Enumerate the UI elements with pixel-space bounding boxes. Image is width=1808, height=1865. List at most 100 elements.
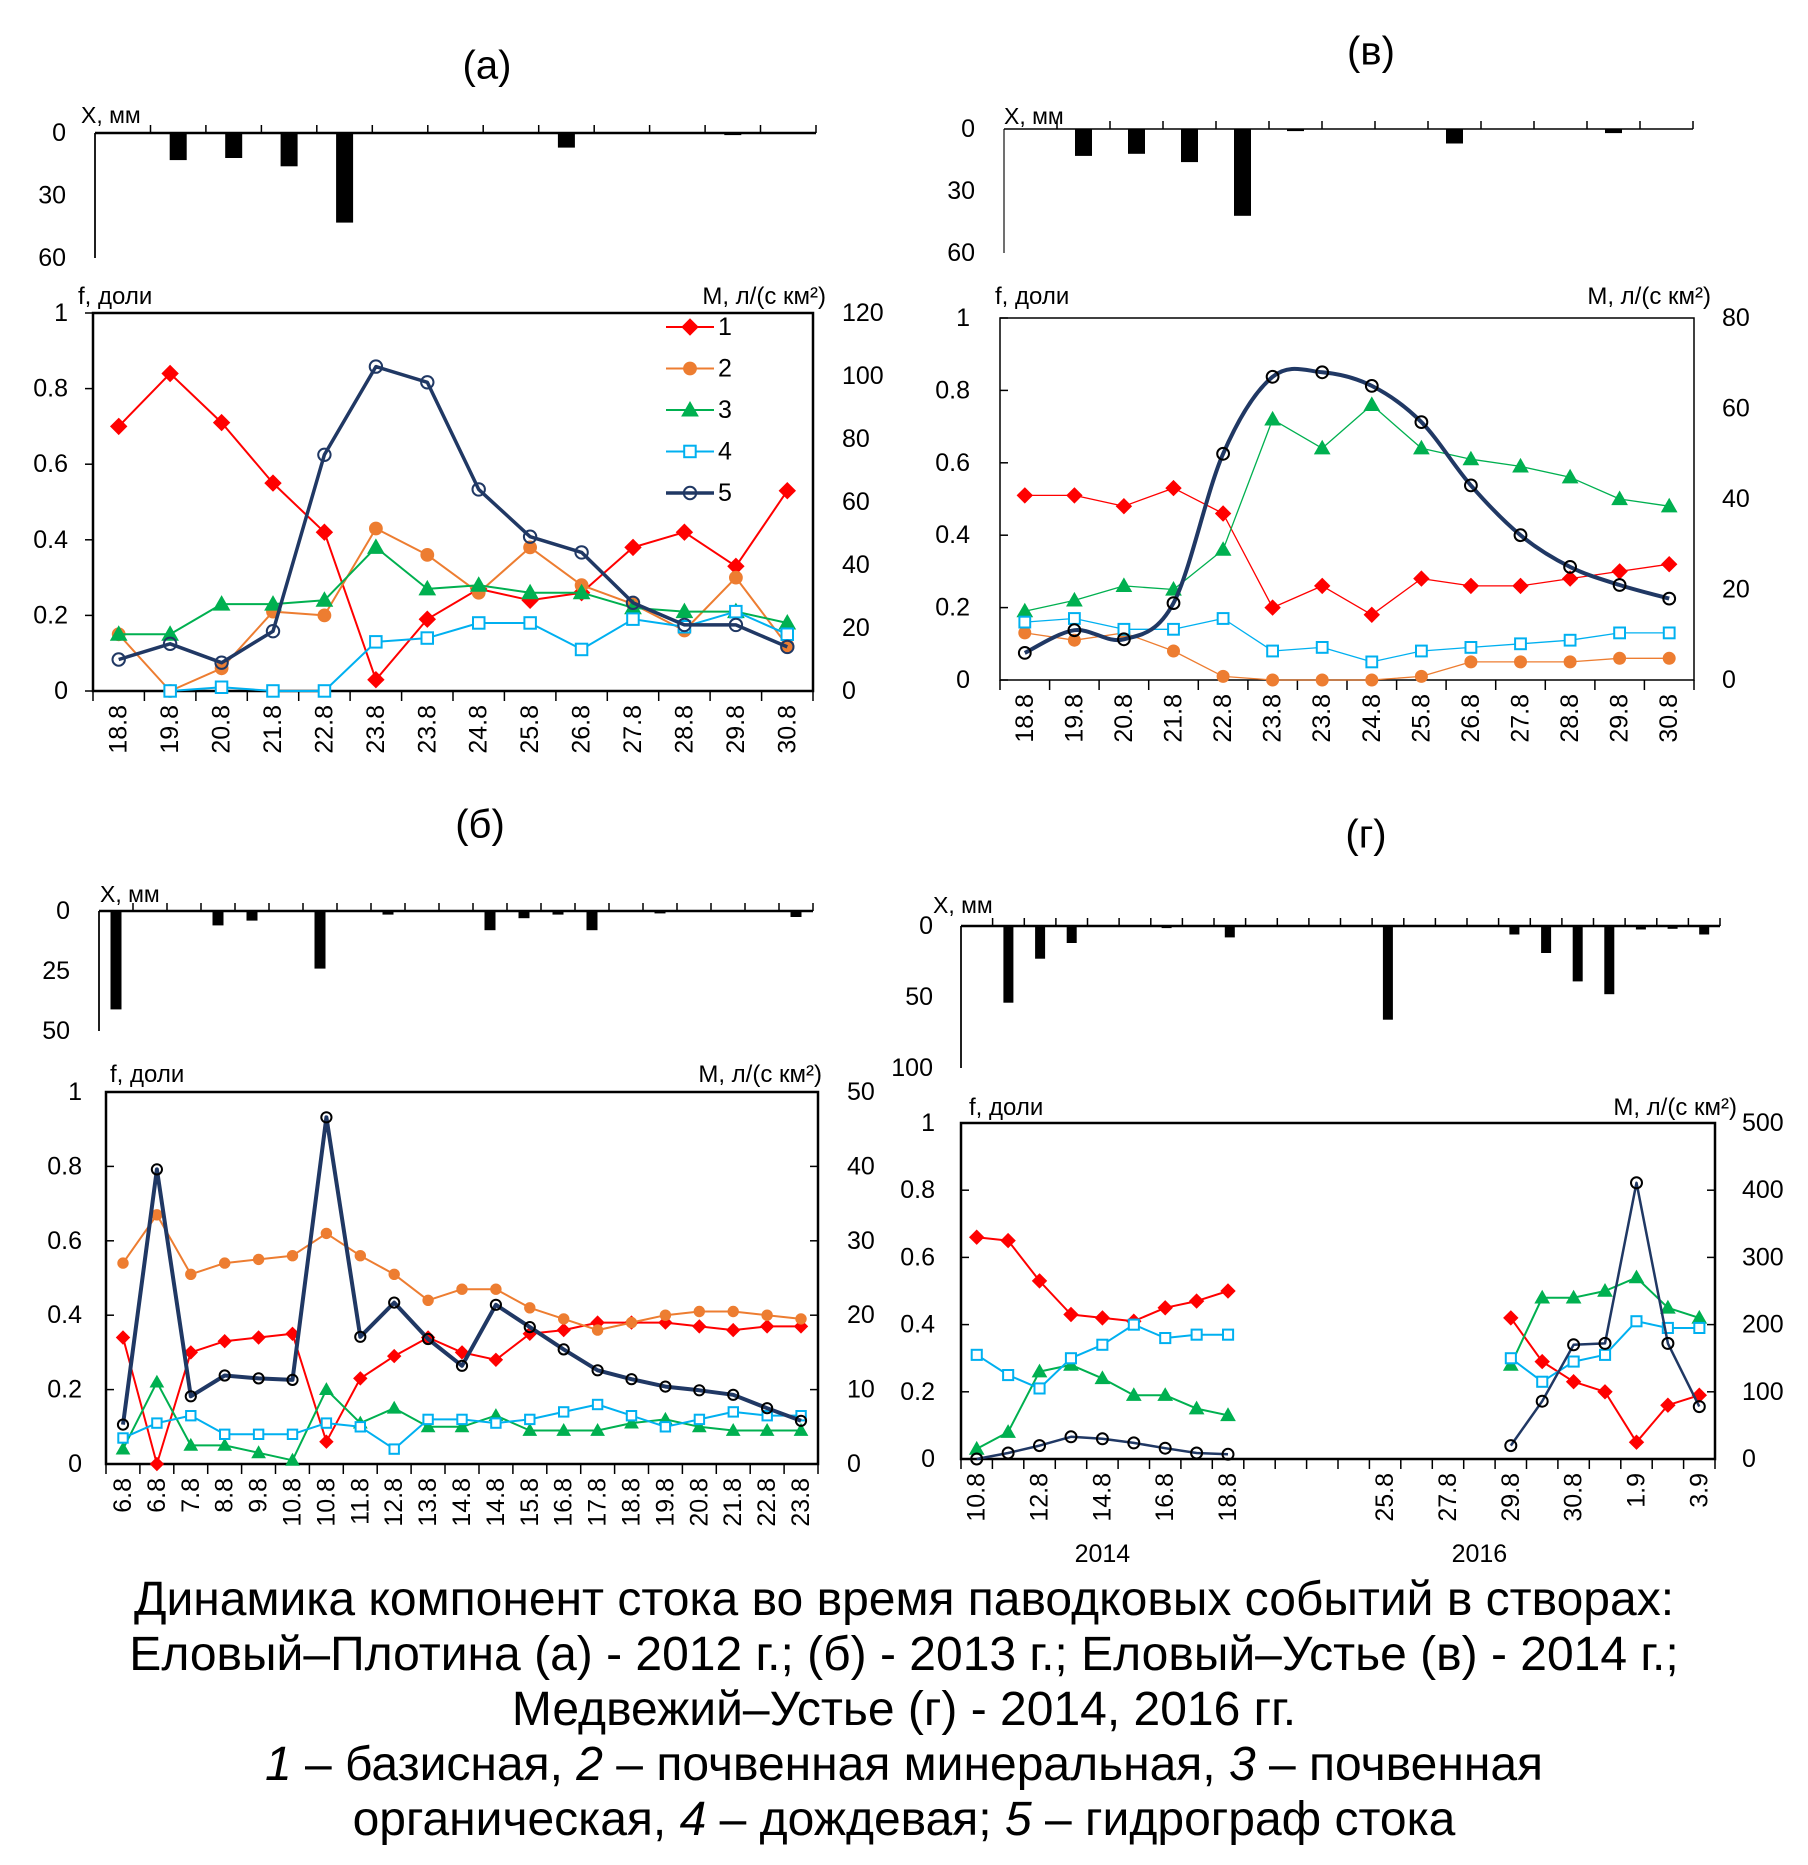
series-3-point — [1660, 1299, 1676, 1314]
series-2-point — [388, 1268, 400, 1281]
series-1-point — [1063, 1306, 1079, 1323]
series-5-point — [574, 545, 589, 560]
plot-frame — [999, 317, 1695, 681]
legend-label: 2 — [718, 355, 732, 383]
series-3-point — [572, 583, 591, 600]
x-tick-label: 26.8 — [1457, 694, 1485, 743]
series-4-point — [761, 1410, 773, 1422]
x-tick-label: 7.8 — [177, 1478, 205, 1513]
left-axis-tick-label: 0.4 — [33, 526, 68, 554]
series-4-line — [1024, 617, 1670, 663]
series-1-point — [1512, 577, 1529, 595]
left-axis-tick-label: 1 — [956, 304, 970, 332]
caption-legend-number: 3 — [1228, 1738, 1256, 1791]
series-4-point — [1064, 1352, 1078, 1365]
series-3-point — [149, 1374, 165, 1388]
series-5-point — [1563, 560, 1577, 574]
series-5-point — [1033, 1439, 1046, 1453]
series-5-point — [727, 1388, 740, 1401]
series-3-point — [590, 1422, 605, 1436]
series-3-point — [1264, 410, 1281, 426]
precipitation-y-tick-label: 60 — [947, 239, 975, 267]
series-4-point — [558, 1406, 570, 1418]
x-tick-label: 10.8 — [963, 1473, 991, 1522]
precipitation-bar — [557, 133, 575, 148]
series-5-point — [184, 1390, 197, 1403]
precipitation-chart-2: 0 30 60 X, мм — [947, 103, 1694, 267]
series-5-point — [252, 1372, 265, 1385]
precipitation-bar — [1003, 926, 1014, 1003]
series-1-point — [1157, 1300, 1173, 1316]
right-axis-tick-label: 0 — [847, 1450, 861, 1478]
x-tick-label: 22.8 — [310, 705, 338, 754]
caption-legend-text: – почвенная минеральная, — [602, 1738, 1229, 1791]
series-4-point — [1662, 626, 1676, 640]
series-1-point — [1016, 487, 1034, 504]
series-3-point — [1115, 577, 1133, 592]
series-3-point — [1094, 1370, 1111, 1385]
series-1-line — [1024, 487, 1670, 616]
caption-legend-text: – дождевая; — [706, 1793, 1005, 1846]
precipitation-bar — [1509, 926, 1520, 935]
series-1 — [968, 1229, 1708, 1450]
right-axis-tick-label: 0 — [1722, 666, 1736, 694]
precipitation-chart-4: 0 25 50 X, мм — [42, 881, 814, 1045]
series-5-point — [420, 375, 435, 390]
precipitation-bar — [314, 911, 326, 969]
series-5-point — [388, 1296, 401, 1309]
series-2-point — [558, 1313, 570, 1325]
right-axis-tick-label: 40 — [847, 1152, 875, 1180]
precipitation-y-tick-label: 50 — [905, 983, 933, 1011]
x-tick-label: 14.8 — [1088, 1473, 1116, 1522]
series-5-point — [1504, 1439, 1518, 1453]
series-1-point — [386, 1348, 402, 1364]
precipitation-y-tick-label: 0 — [961, 115, 975, 143]
precipitation-y-tick-label: 0 — [52, 119, 66, 147]
series-2-point — [659, 1309, 672, 1321]
series-2-point — [1365, 673, 1379, 687]
series-4-point — [574, 642, 589, 657]
left-axis-tick-label: 0.8 — [935, 376, 970, 404]
precipitation-bar — [552, 911, 564, 915]
right-axis-tick-label: 120 — [842, 299, 884, 327]
x-tick-label: 19.8 — [156, 705, 184, 754]
right-axis-tick-label: 60 — [1722, 395, 1750, 423]
series-1-point — [1066, 487, 1083, 504]
series-4-point — [420, 631, 434, 645]
right-axis-tick-label: 60 — [842, 488, 870, 516]
series-1-point — [1503, 1310, 1519, 1326]
series-3-point — [522, 1422, 538, 1436]
series-5-line — [118, 364, 788, 665]
series-3-point — [1031, 1363, 1048, 1378]
caption-legend-text: – базисная, — [291, 1738, 577, 1791]
series-2-point — [1315, 673, 1329, 687]
precipitation-chart-6: 0 50 100 X, мм — [891, 892, 1721, 1082]
precipitation-axis-label: X, мм — [1004, 103, 1064, 129]
x-tick-label: 12.8 — [380, 1478, 408, 1527]
series-5-point — [317, 447, 332, 462]
series-3-point — [319, 1382, 334, 1395]
right-axis-tick-label: 300 — [1742, 1243, 1784, 1271]
precipitation-bar — [1572, 926, 1583, 982]
series-1-point — [1363, 606, 1381, 624]
series-4-point — [219, 1428, 231, 1440]
legend-item-3: 3 — [666, 396, 732, 424]
series-5-point — [625, 595, 641, 610]
series-3-point — [264, 595, 282, 611]
legend-marker — [682, 485, 698, 501]
series-4-point — [185, 1410, 197, 1422]
x-tick-label: 28.8 — [1556, 694, 1584, 743]
precipitation-bar — [1382, 926, 1393, 1020]
series-5-point — [422, 1332, 435, 1346]
series-4-point — [151, 1417, 163, 1429]
x-tick-label: 27.8 — [1434, 1473, 1462, 1522]
series-1-line — [976, 1236, 1229, 1323]
right-axis-tick-label: 80 — [842, 425, 870, 453]
series-4 — [117, 1398, 807, 1455]
left-axis-tick-label: 0.2 — [900, 1378, 935, 1406]
precipitation-axis-label: X, мм — [933, 892, 993, 918]
x-tick-label: 19.8 — [651, 1478, 679, 1527]
series-1-point — [183, 1345, 199, 1360]
precipitation-bar — [484, 911, 496, 931]
x-tick-label: 11.8 — [346, 1478, 374, 1525]
